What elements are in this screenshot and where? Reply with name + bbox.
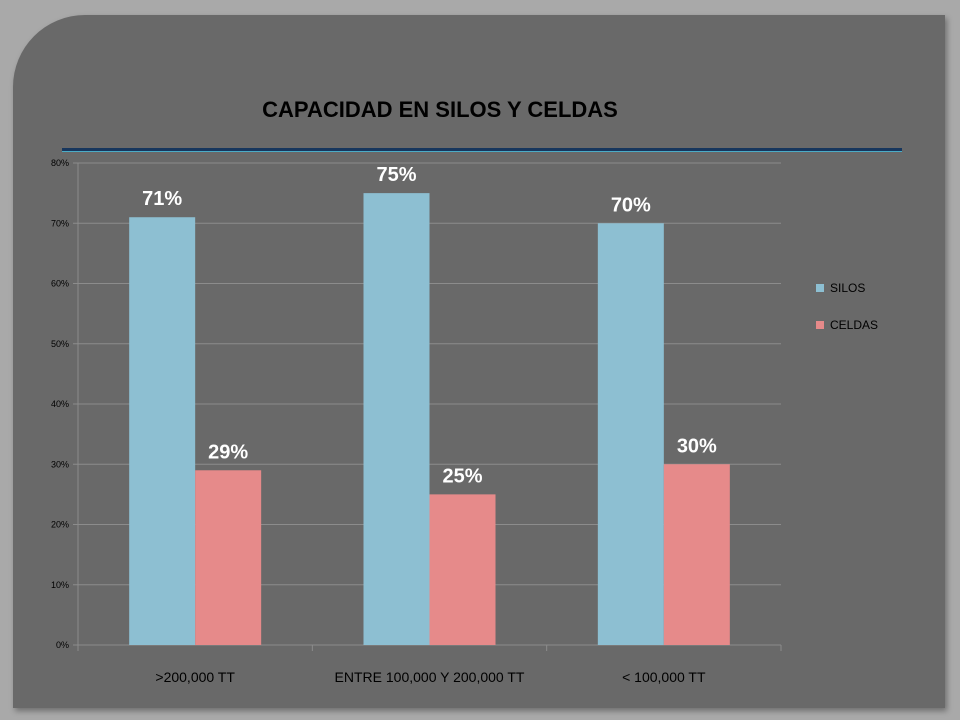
y-tick-label: 10% — [51, 580, 69, 590]
y-tick-label: 60% — [51, 279, 69, 289]
x-category-label: >200,000 TT — [155, 669, 235, 685]
legend-swatch-silos — [816, 284, 824, 292]
title-underline — [62, 148, 902, 152]
x-category-label: ENTRE 100,000 Y 200,000 TT — [335, 669, 525, 685]
y-tick-label: 40% — [51, 399, 69, 409]
y-tick-label: 30% — [51, 459, 69, 469]
data-label: 75% — [376, 164, 416, 186]
x-category-label: < 100,000 TT — [622, 669, 706, 685]
legend-swatch-celdas — [816, 321, 824, 329]
data-label: 70% — [611, 194, 651, 216]
legend-label-celdas: CELDAS — [830, 318, 878, 332]
y-tick-label: 20% — [51, 520, 69, 530]
data-label: 30% — [677, 435, 717, 457]
y-tick-label: 70% — [51, 218, 69, 228]
bar-celdas — [429, 494, 496, 645]
data-label: 25% — [442, 465, 482, 487]
bar-celdas — [663, 464, 730, 645]
bar-silos — [129, 217, 196, 645]
data-label: 71% — [142, 188, 182, 210]
legend-label-silos: SILOS — [830, 281, 865, 295]
chart-title: CAPACIDAD EN SILOS Y CELDAS — [262, 97, 618, 122]
bar-silos — [597, 223, 664, 645]
y-tick-label: 80% — [51, 158, 69, 168]
y-tick-label: 50% — [51, 339, 69, 349]
y-tick-label: 0% — [56, 640, 69, 650]
data-label: 29% — [208, 441, 248, 463]
bar-silos — [363, 193, 430, 645]
bar-celdas — [195, 470, 262, 645]
